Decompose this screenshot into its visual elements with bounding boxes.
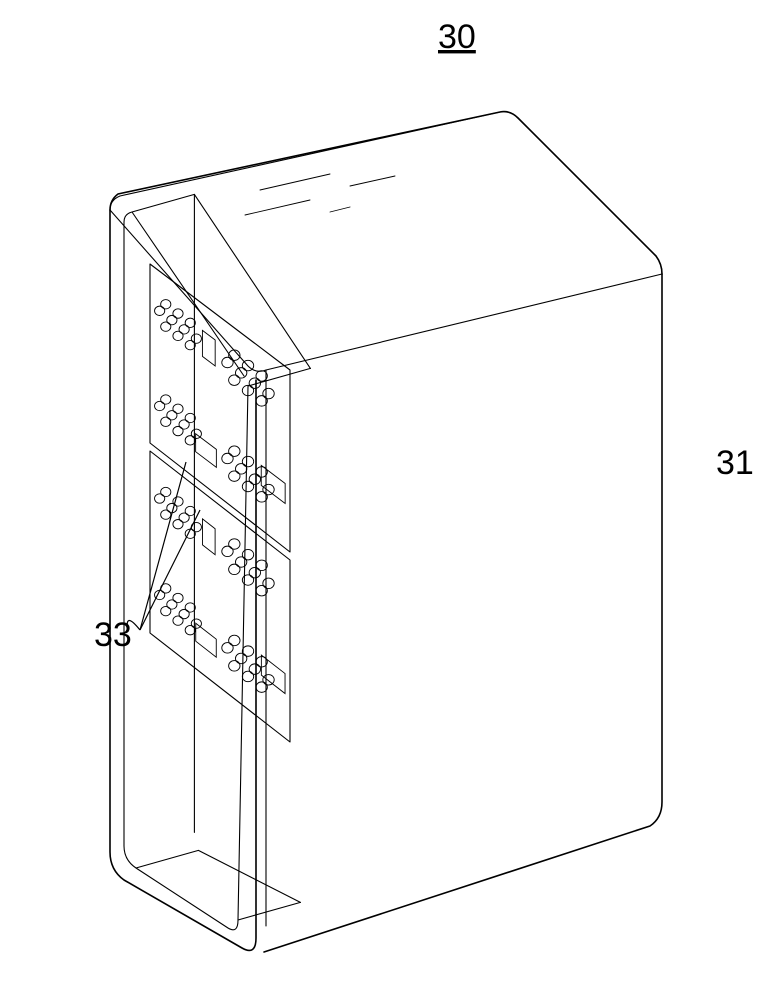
leader-33a (140, 462, 186, 630)
figure-30: 30 31 33 (0, 0, 776, 1000)
label-31: 31 (716, 444, 754, 482)
label-33: 33 (94, 616, 132, 654)
label-30: 30 (438, 18, 476, 56)
